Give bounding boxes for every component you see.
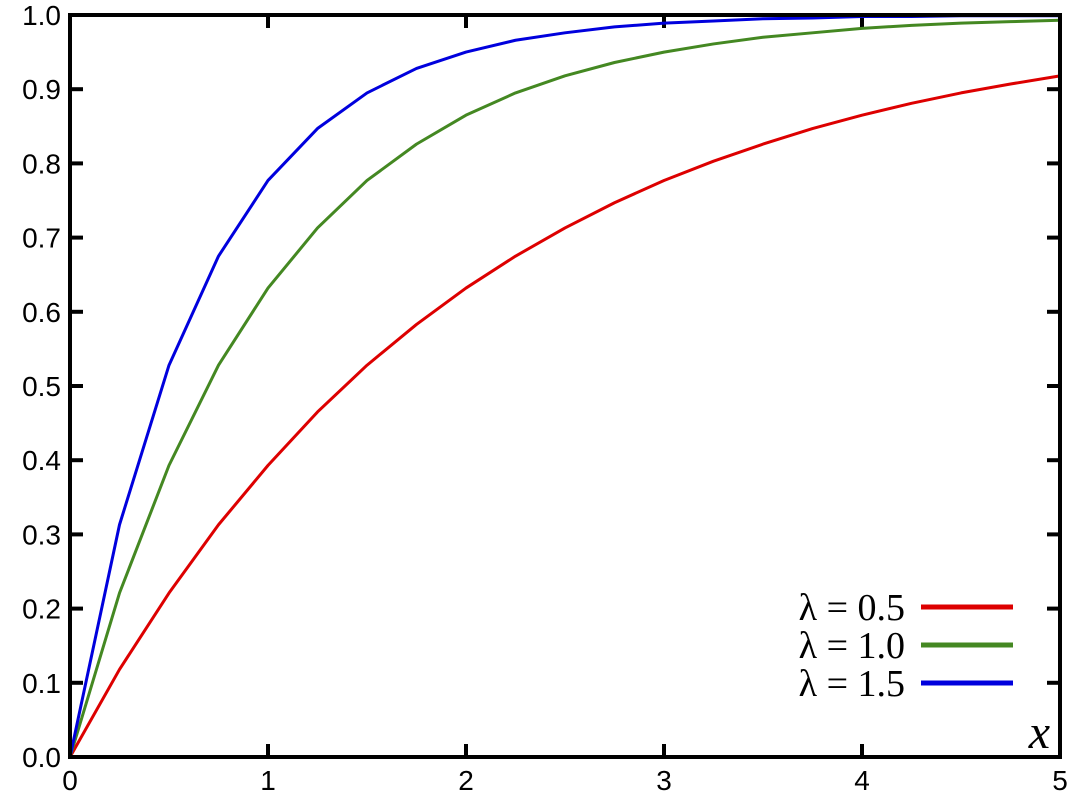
legend: λ = 0.5λ = 1.0λ = 1.5 xyxy=(799,587,1013,705)
y-tick-label: 0.2 xyxy=(22,594,61,625)
x-tick-label: 0 xyxy=(62,765,78,796)
x-axis-label: x xyxy=(1028,706,1050,759)
x-tick-label: 3 xyxy=(656,765,672,796)
x-tick-label: 2 xyxy=(458,765,474,796)
y-tick-label: 0.8 xyxy=(22,148,61,179)
legend-label-3: λ = 1.5 xyxy=(799,663,905,705)
series-lines xyxy=(68,14,1062,759)
y-tick-label: 0.7 xyxy=(22,223,61,254)
y-tick-label: 0.1 xyxy=(22,668,61,699)
tick-marks xyxy=(68,13,1062,759)
y-tick-label: 0.3 xyxy=(22,519,61,550)
y-tick-label: 0.5 xyxy=(22,371,61,402)
y-tick-label: 0.9 xyxy=(22,74,61,105)
y-tick-label: 0.0 xyxy=(22,742,61,773)
y-tick-label: 0.6 xyxy=(22,297,61,328)
series-line-1 xyxy=(68,74,1062,759)
y-tick-labels: 0.0 0.1 0.2 0.3 0.4 0.5 0.6 0.7 0.8 0.9 1.0 xyxy=(22,0,61,773)
series-line-2 xyxy=(68,18,1062,759)
x-tick-label: 1 xyxy=(260,765,276,796)
legend-label-2: λ = 1.0 xyxy=(799,625,905,667)
legend-label-1: λ = 0.5 xyxy=(799,587,905,629)
x-tick-label: 5 xyxy=(1052,765,1068,796)
plot-frame xyxy=(68,13,1062,759)
x-tick-label: 4 xyxy=(854,765,870,796)
y-tick-label: 0.4 xyxy=(22,445,61,476)
series-line-3 xyxy=(68,14,1062,759)
y-tick-label: 1.0 xyxy=(22,0,61,31)
x-tick-labels: 0 1 2 3 4 5 xyxy=(62,765,1068,796)
